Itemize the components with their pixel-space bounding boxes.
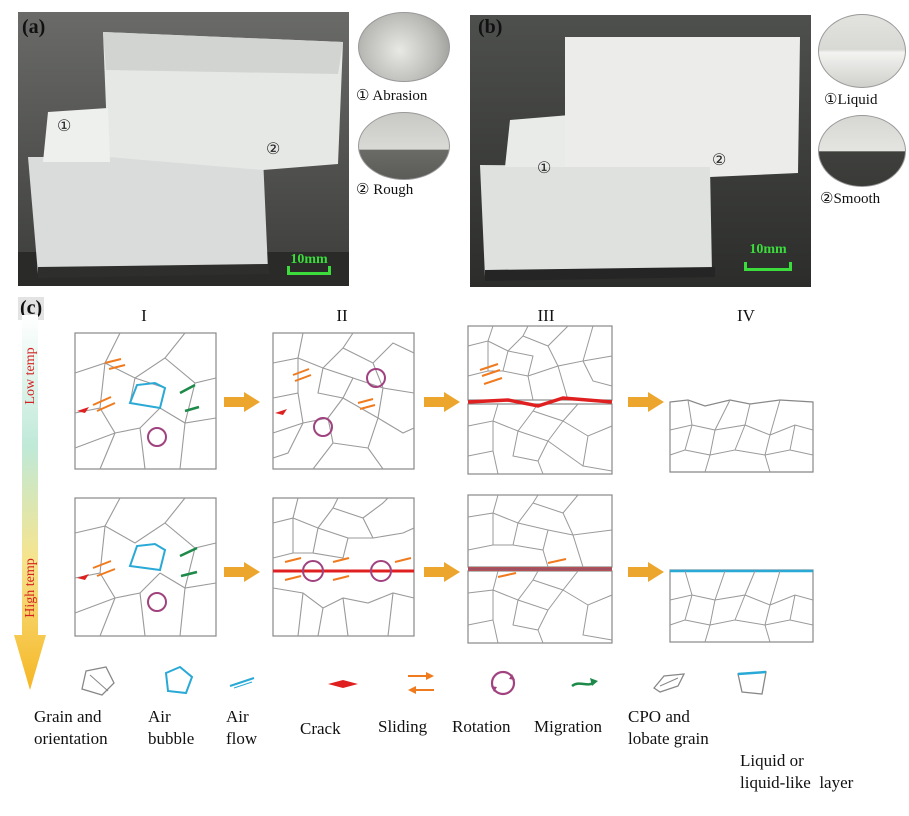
grain-box-row2-stage1 <box>74 497 217 637</box>
legend-label-sliding: Sliding <box>378 717 428 736</box>
grain-box-row1-stage1 <box>74 332 217 470</box>
grain-orientation-icon <box>81 666 115 696</box>
stage-arrow-row1-1 <box>224 392 260 412</box>
scale-bar-b-tick-right <box>789 262 792 271</box>
stage-arrow-row2-2 <box>424 562 460 582</box>
scale-bar-a-tick-left <box>287 266 290 275</box>
legend-label-rotation: Rotation <box>452 717 511 736</box>
zoom-circle-smooth <box>818 115 906 187</box>
photo-a <box>18 12 349 286</box>
stage-label-2: II <box>336 306 348 325</box>
callout-rough: ② Rough <box>356 182 414 198</box>
temperature-gradient-arrow <box>14 315 46 690</box>
legend-label-migration: Migration <box>534 717 602 736</box>
scale-bar-a-line <box>287 272 331 275</box>
photo-b <box>470 15 811 287</box>
callout-abrasion: ① Abrasion <box>356 88 428 104</box>
temp-label-low: Low temp <box>23 347 38 405</box>
grain-box-row1-stage3 <box>467 325 613 475</box>
scale-bar-a-label: 10mm <box>290 252 328 267</box>
panel-b-marker-2: ② <box>712 152 727 169</box>
scale-bar-b-label: 10mm <box>749 242 787 257</box>
panel-b-label: (b) <box>478 16 503 38</box>
scale-bar-b-tick-left <box>744 262 747 271</box>
zoom-circle-liquid <box>818 14 906 88</box>
zoom-circle-abrasion <box>358 12 450 82</box>
photo-b-art <box>470 15 811 287</box>
rotation-icon <box>490 670 516 696</box>
panel-a-label: (a) <box>22 16 46 38</box>
grain-box-row2-stage4 <box>669 569 814 643</box>
callout-smooth: ②Smooth <box>820 191 881 207</box>
panel-a-marker-1: ① <box>57 118 72 135</box>
scale-bar-a-tick-right <box>328 266 331 275</box>
panel-a-marker-2: ② <box>266 141 281 158</box>
stage-label-1: I <box>141 306 147 325</box>
stage-arrow-row2-1 <box>224 562 260 582</box>
callout-liquid: ①Liquid <box>824 92 878 108</box>
legend-label-air-flow: Air flow <box>226 707 258 748</box>
panel-c-label: (c) <box>18 297 45 320</box>
stage-arrow-row1-2 <box>424 392 460 412</box>
scale-bar-b-line <box>744 268 792 271</box>
legend-label-crack: Crack <box>300 719 341 738</box>
grain-box-row2-stage3 <box>467 494 613 644</box>
photo-a-art <box>18 12 349 286</box>
stage-arrow-row2-3 <box>628 562 664 582</box>
scale-bar-a: 10mm <box>285 252 333 282</box>
stage-arrow-row1-3 <box>628 392 664 412</box>
legend-label-cpo: CPO and lobate grain <box>628 707 709 748</box>
migration-icon <box>571 678 598 688</box>
legend-label-air-bubble: Air bubble <box>148 707 195 748</box>
legend-label-liquid: Liquid or liquid-like layer <box>740 751 854 792</box>
stage-label-4: IV <box>737 306 755 325</box>
crack-icon <box>328 680 358 688</box>
grain-box-row2-stage2 <box>272 497 415 637</box>
liquid-layer-icon <box>737 670 767 695</box>
sliding-icon <box>408 672 434 694</box>
cpo-lobate-grain-icon <box>653 673 686 693</box>
scale-bar-b: 10mm <box>742 242 794 278</box>
panel-b-marker-1: ① <box>537 160 552 177</box>
stage-label-3: III <box>537 306 555 325</box>
air-bubble-icon <box>164 665 194 695</box>
zoom-circle-rough <box>358 112 450 180</box>
legend-label-grain: Grain and orientation <box>34 707 108 748</box>
temp-label-high: High temp <box>23 558 38 618</box>
grain-box-row1-stage2 <box>272 332 415 470</box>
air-flow-icon <box>229 677 255 689</box>
grain-box-row1-stage4 <box>669 399 814 473</box>
